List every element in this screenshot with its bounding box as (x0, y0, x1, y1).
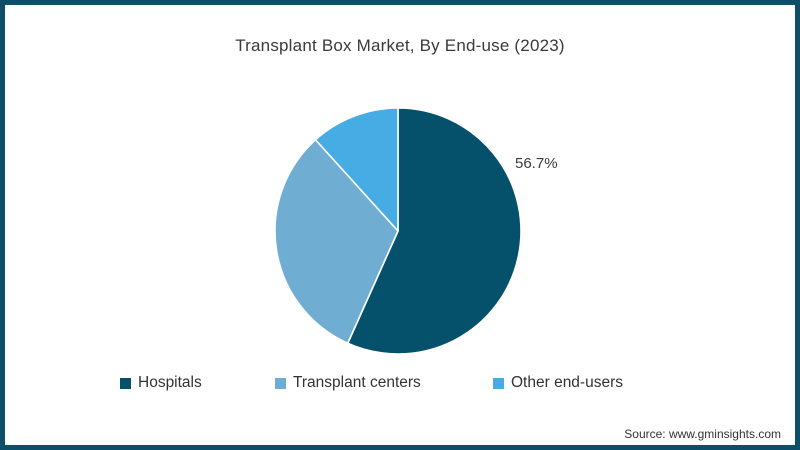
chart-title: Transplant Box Market, By End-use (2023) (235, 36, 565, 55)
pie-slice-other-end-users (314, 107, 399, 232)
legend-swatch-other-end-users-icon (493, 377, 504, 389)
legend-label-other-end-users: Other end-users (511, 374, 623, 391)
data-label-hospitals-percent: 56.7% (515, 155, 558, 172)
legend-item-transplant-centers: Transplant centers (275, 374, 421, 392)
legend-swatch-transplant-centers-icon (275, 377, 286, 389)
legend-label-transplant-centers: Transplant centers (293, 374, 421, 391)
legend-label-hospitals: Hospitals (138, 374, 202, 391)
pie-slice-transplant-centers (274, 138, 399, 345)
source-attribution: Source: www.gminsights.com (624, 427, 781, 441)
legend-item-hospitals: Hospitals (120, 374, 202, 392)
pie-chart (274, 107, 522, 355)
legend: Hospitals Transplant centers Other end-u… (5, 374, 795, 394)
legend-swatch-hospitals-icon (120, 377, 131, 389)
legend-item-other-end-users: Other end-users (493, 374, 623, 392)
pie-slice-hospitals (346, 107, 522, 355)
